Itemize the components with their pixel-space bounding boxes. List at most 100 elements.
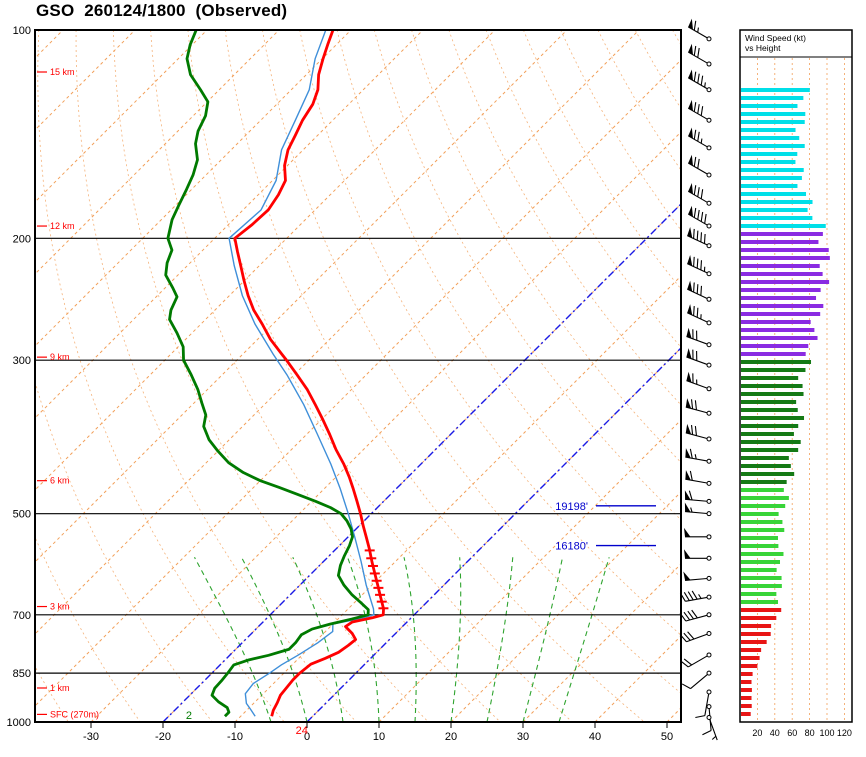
wind-speed-tick-label: 20 [752,728,762,738]
wind-barb [680,591,711,601]
wind-speed-bar [741,288,821,292]
wind-speed-bar [741,224,826,228]
wind-panel-title: Wind Speed (kt) [745,33,806,43]
wind-speed-bar [741,512,779,516]
wind-speed-bar [741,672,753,676]
wetbulb-curve [229,30,374,716]
wind-speed-bar [741,600,778,604]
dry-adiabats [0,30,866,722]
wind-speed-bar [741,216,812,220]
wind-speed-bar [741,608,781,612]
wind-speed-bar [741,312,820,316]
pressure-label: 200 [13,233,31,245]
wind-speed-bar [741,488,784,492]
moist-adiabats [194,557,609,722]
isotherm-grid [0,30,866,722]
wind-speed-bar [741,176,802,180]
wind-barb [687,304,711,325]
wind-speed-bar [741,152,797,156]
temp-label: 50 [661,731,673,743]
wind-speed-bar [741,272,823,276]
wind-speed-bar [741,520,782,524]
height-label: 12 km [50,221,75,231]
wind-barb [683,572,711,581]
wind-barb [688,69,711,91]
height-label: 6 km [50,476,70,486]
annotation-text: 19198' [555,501,588,513]
wind-speed-bar [741,456,789,460]
wind-barb [681,653,711,667]
wind-speed-bar [741,384,803,388]
wind-speed-bar [741,560,780,564]
wind-panel-subtitle: vs Height [745,43,781,53]
wind-speed-bar [741,336,818,340]
wind-barb [688,19,711,41]
wind-barb [686,328,711,347]
wind-speed-bar [741,248,829,252]
wind-speed-bar [741,104,797,108]
wind-barb [680,610,711,621]
wind-speed-bar [741,592,776,596]
wind-speed-bar [741,696,752,700]
wind-speed-bar [741,200,813,204]
wind-speed-bar [741,120,805,124]
wind-speed-bar [741,400,796,404]
wind-speed-bar [741,304,823,308]
wind-speed-bar [741,552,783,556]
wind-barb [687,281,711,302]
wind-speed-tick-label: 40 [770,728,780,738]
wind-speed-bar [741,568,777,572]
wind-speed-bar [741,112,805,116]
pressure-label: 100 [13,25,31,37]
wind-barb [687,227,711,248]
pressure-label: 700 [13,610,31,622]
wind-speed-tick-label: 60 [787,728,797,738]
wind-speed-bar [741,528,784,532]
wind-speed-bar [741,480,787,484]
wind-speed-bar [741,160,795,164]
wind-speed-bar [741,624,771,628]
pressure-label: 1000 [7,717,31,729]
wind-speed-bar [741,584,782,588]
wind-speed-bar [741,408,798,412]
wind-speed-bar [741,128,796,132]
wind-speed-bar [741,392,804,396]
wind-speed-bar [741,344,808,348]
wind-speed-bar [741,168,804,172]
wind-barb [695,690,711,718]
height-label: SFC (270m) [50,709,99,719]
wind-speed-bar [741,504,785,508]
surface-temp-label: 24 [296,725,308,737]
wind-speed-bar [741,184,797,188]
wind-speed-bar [741,96,803,100]
wind-speed-tick-label: 80 [805,728,815,738]
wind-speed-bar [741,88,810,92]
wind-speed-bar [741,496,789,500]
wind-barb [686,424,711,441]
wind-speed-bar [741,544,778,548]
level-annotations: 19198' 16180' [555,501,656,553]
wind-barb [686,398,711,415]
height-label: 9 km [50,352,70,362]
wind-barb [688,100,711,122]
wind-speed-bar [741,712,751,716]
wind-barb [684,528,711,539]
wind-barb [688,206,711,228]
wind-speed-bar [741,576,782,580]
pressure-label: 850 [13,668,31,680]
wind-speed-tick-label: 100 [819,728,834,738]
wind-barb [687,255,711,276]
annotation-text: 16180' [555,541,588,553]
temperature-curve [235,30,384,716]
wind-speed-bar [741,616,776,620]
wind-speed-bar [741,536,778,540]
wind-speed-bar [741,136,799,140]
wind-barb [688,183,711,205]
temp-label: 30 [517,731,529,743]
wind-speed-bar [741,432,794,436]
wind-speed-bar [741,680,752,684]
wind-speed-bar [741,232,823,236]
wind-barb [685,503,711,516]
